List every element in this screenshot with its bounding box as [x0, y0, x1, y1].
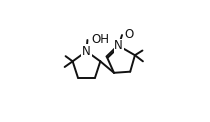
Text: N: N	[82, 45, 91, 58]
Text: O: O	[125, 28, 134, 41]
Text: N: N	[114, 39, 123, 52]
Text: OH: OH	[92, 33, 110, 46]
